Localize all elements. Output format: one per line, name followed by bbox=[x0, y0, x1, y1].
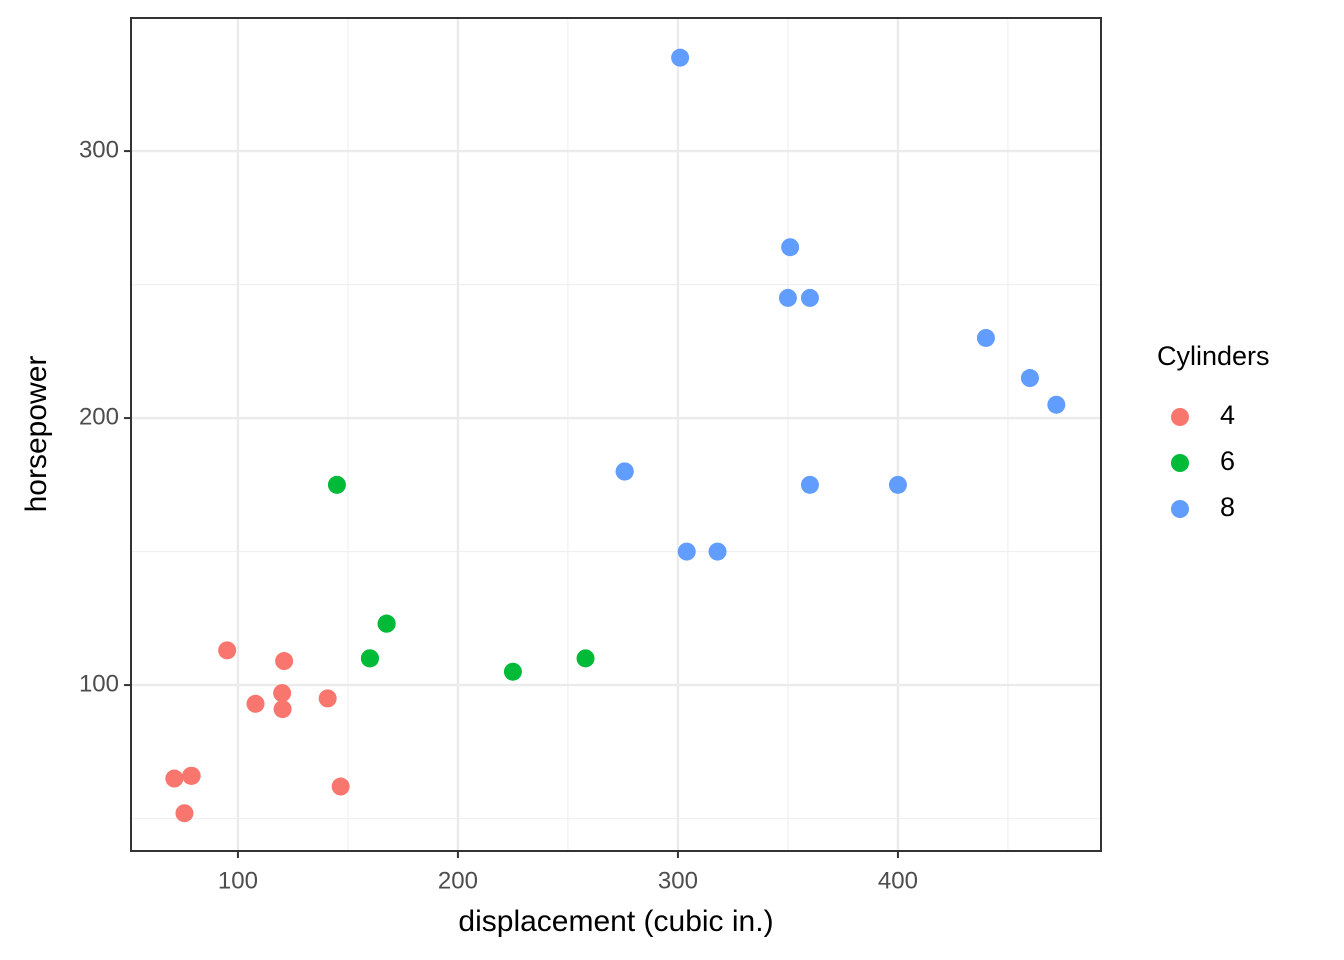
point bbox=[800, 288, 819, 307]
point bbox=[377, 614, 396, 633]
point bbox=[615, 462, 634, 481]
point bbox=[1020, 369, 1039, 388]
point bbox=[175, 804, 194, 823]
legend-key bbox=[1171, 454, 1189, 472]
legend-label: 4 bbox=[1220, 400, 1235, 430]
point bbox=[671, 48, 690, 67]
point bbox=[800, 475, 819, 494]
y-tick-label: 300 bbox=[79, 136, 119, 163]
point bbox=[677, 542, 696, 561]
x-tick-label: 100 bbox=[218, 867, 258, 894]
point bbox=[888, 475, 907, 494]
legend-label: 8 bbox=[1220, 492, 1235, 522]
point bbox=[327, 475, 346, 494]
x-tick-label: 300 bbox=[658, 867, 698, 894]
point bbox=[165, 769, 184, 788]
y-axis-title: horsepower bbox=[20, 356, 53, 513]
legend-title: Cylinders bbox=[1157, 341, 1270, 371]
point bbox=[976, 328, 995, 347]
point bbox=[275, 652, 294, 671]
point bbox=[246, 694, 265, 713]
point bbox=[1047, 395, 1066, 414]
point bbox=[218, 641, 237, 660]
y-tick-label: 200 bbox=[79, 403, 119, 430]
x-tick-label: 200 bbox=[438, 867, 478, 894]
x-axis-title: displacement (cubic in.) bbox=[458, 905, 773, 938]
point bbox=[503, 662, 522, 681]
point bbox=[273, 700, 292, 719]
x-tick-label: 400 bbox=[878, 867, 918, 894]
legend-key bbox=[1171, 500, 1189, 518]
legend-key bbox=[1171, 408, 1189, 426]
point bbox=[182, 766, 201, 785]
point bbox=[331, 777, 350, 796]
point bbox=[273, 684, 292, 703]
point bbox=[708, 542, 727, 561]
point bbox=[576, 649, 595, 668]
legend-label: 6 bbox=[1220, 446, 1235, 476]
point bbox=[778, 288, 797, 307]
point bbox=[318, 689, 337, 708]
panel-border bbox=[130, 17, 1102, 852]
y-tick-label: 100 bbox=[79, 670, 119, 697]
point bbox=[360, 649, 379, 668]
point bbox=[781, 238, 800, 257]
